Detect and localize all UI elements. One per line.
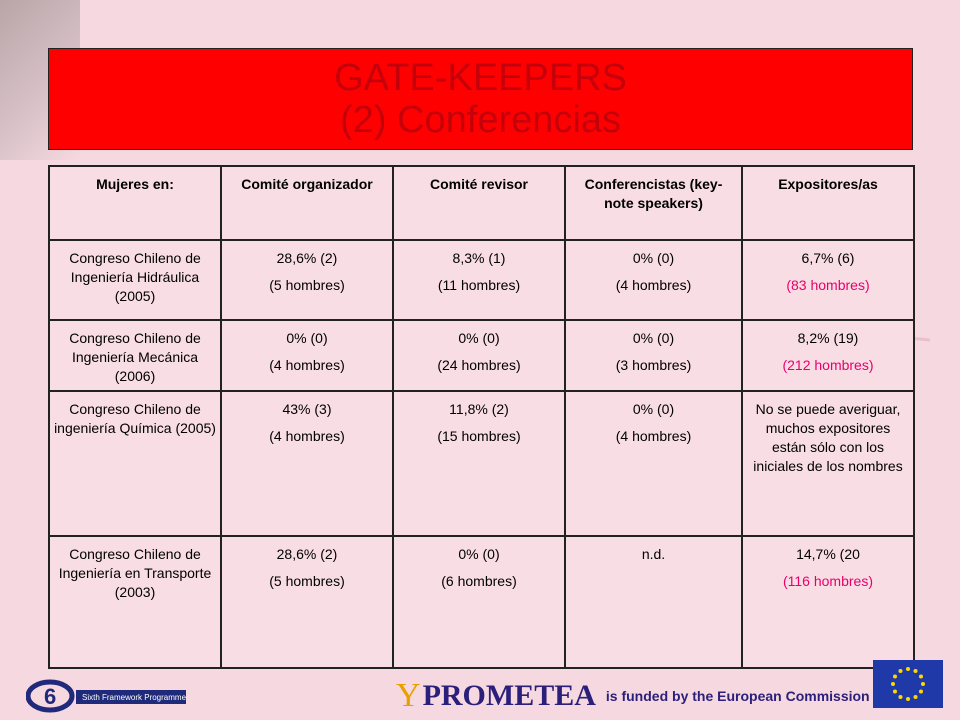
slide-title-line2: (2) Conferencias <box>340 99 621 141</box>
revisor-cell: 11,8% (2) (15 hombres) <box>392 390 566 537</box>
eu-stars <box>891 667 925 701</box>
table-header-row: Mujeres en: Comité organizador Comité re… <box>48 165 915 241</box>
expositores-cell: No se puede averiguar, muchos expositore… <box>741 390 915 537</box>
conferencistas-cell: n.d. <box>564 535 743 669</box>
cell-value: 6,7% (6) <box>801 250 855 266</box>
header-conferencistas: Conferencistas (key-note speakers) <box>564 165 743 241</box>
prometea-y-icon: Y <box>396 677 421 714</box>
conferencistas-cell: 0% (0) (3 hombres) <box>564 319 743 392</box>
cell-sub: (4 hombres) <box>269 357 345 373</box>
programme-logo-text: Sixth Framework Programme <box>82 693 187 702</box>
conferencistas-cell: 0% (0) (4 hombres) <box>564 390 743 537</box>
eu-star-icon <box>906 667 910 671</box>
table-row: Congreso Chileno de Ingeniería Mecánica … <box>48 319 915 392</box>
eu-flag-icon <box>873 660 943 708</box>
eu-star-icon <box>898 669 903 674</box>
eu-star-icon <box>913 669 918 674</box>
row-name-cell: Congreso Chileno de Ingeniería Mecánica … <box>48 319 222 392</box>
logo-bar <box>76 690 186 704</box>
prometea-footer: Y PROMETEA is funded by the European Com… <box>396 676 899 716</box>
cell-value: 43% (3) <box>282 401 332 417</box>
eu-star-icon <box>893 674 898 679</box>
table-row: Congreso Chileno de Ingeniería Hidráulic… <box>48 239 915 321</box>
cell-value: 0% (0) <box>458 546 500 562</box>
table-row: Congreso Chileno de ingeniería Química (… <box>48 390 915 537</box>
eu-star-icon <box>913 694 918 699</box>
cell-value: 0% (0) <box>632 330 675 346</box>
organizador-cell: 0% (0) (4 hombres) <box>220 319 394 392</box>
eu-star-icon <box>893 689 898 694</box>
cell-sub: (24 hombres) <box>437 357 521 373</box>
cell-value: 28,6% (2) <box>276 546 338 562</box>
revisor-cell: 0% (0) (24 hombres) <box>392 319 566 392</box>
expositores-cell: 14,7% (20 (116 hombres) <box>741 535 915 669</box>
header-expositores: Expositores/as <box>741 165 915 241</box>
cell-value: 14,7% (20 <box>796 546 860 562</box>
header-comite-organizador: Comité organizador <box>220 165 394 241</box>
eu-star-icon <box>918 689 923 694</box>
cell-sub: (4 hombres) <box>615 428 692 444</box>
cell-value: 11,8% (2) <box>449 401 509 417</box>
expositores-cell: 6,7% (6) (83 hombres) <box>741 239 915 321</box>
conferencistas-cell: 0% (0) (4 hombres) <box>564 239 743 321</box>
eu-star-icon <box>891 682 895 686</box>
prometea-name: PROMETEA <box>422 679 596 712</box>
cell-value: 8,2% (19) <box>797 330 859 346</box>
cell-sub: (5 hombres) <box>269 573 345 589</box>
revisor-cell: 8,3% (1) (11 hombres) <box>392 239 566 321</box>
cell-sub: (6 hombres) <box>441 573 517 589</box>
header-comite-revisor: Comité revisor <box>392 165 566 241</box>
funded-text: is funded by the European Commission FP6 <box>605 688 900 704</box>
cell-sub: (212 hombres) <box>782 357 874 373</box>
cell-value: 0% (0) <box>632 401 675 417</box>
cell-value: 0% (0) <box>458 330 500 346</box>
cell-value: 0% (0) <box>286 330 328 346</box>
cell-value: No se puede averiguar, muchos expositore… <box>753 401 903 474</box>
cell-sub: (15 hombres) <box>437 428 521 444</box>
cell-sub: (3 hombres) <box>615 357 692 373</box>
cell-value: 0% (0) <box>632 250 675 266</box>
cell-value: n.d. <box>641 546 666 562</box>
organizador-cell: 43% (3) (4 hombres) <box>220 390 394 537</box>
organizador-cell: 28,6% (2) (5 hombres) <box>220 535 394 669</box>
sixth-framework-logo: 6 Sixth Framework Programme <box>26 679 187 713</box>
slide-title-line1: GATE-KEEPERS <box>334 57 627 99</box>
cell-sub: (5 hombres) <box>269 277 345 293</box>
row-name-cell: Congreso Chileno de Ingeniería Hidráulic… <box>48 239 222 321</box>
cell-sub: (116 hombres) <box>782 573 873 589</box>
header-mujeres-en: Mujeres en: <box>48 165 222 241</box>
logo-swoosh-icon <box>26 679 75 713</box>
eu-star-icon <box>918 674 923 679</box>
cell-sub: (4 hombres) <box>269 428 345 444</box>
logo-six-glyph: 6 <box>44 684 56 709</box>
revisor-cell: 0% (0) (6 hombres) <box>392 535 566 669</box>
eu-star-icon <box>906 697 910 701</box>
cell-value: 8,3% (1) <box>452 250 506 266</box>
eu-star-icon <box>921 682 925 686</box>
cell-sub: (83 hombres) <box>786 277 870 293</box>
cell-sub: (11 hombres) <box>437 277 521 293</box>
row-name-cell: Congreso Chileno de ingeniería Química (… <box>48 390 222 537</box>
cell-value: 28,6% (2) <box>276 250 338 266</box>
table-row: Congreso Chileno de Ingeniería en Transp… <box>48 535 915 669</box>
expositores-cell: 8,2% (19) (212 hombres) <box>741 319 915 392</box>
row-name-cell: Congreso Chileno de Ingeniería en Transp… <box>48 535 222 669</box>
cell-sub: (4 hombres) <box>615 277 692 293</box>
title-banner: GATE-KEEPERS (2) Conferencias <box>48 48 913 150</box>
organizador-cell: 28,6% (2) (5 hombres) <box>220 239 394 321</box>
conference-table: Mujeres en: Comité organizador Comité re… <box>48 165 915 669</box>
eu-star-icon <box>898 694 903 699</box>
